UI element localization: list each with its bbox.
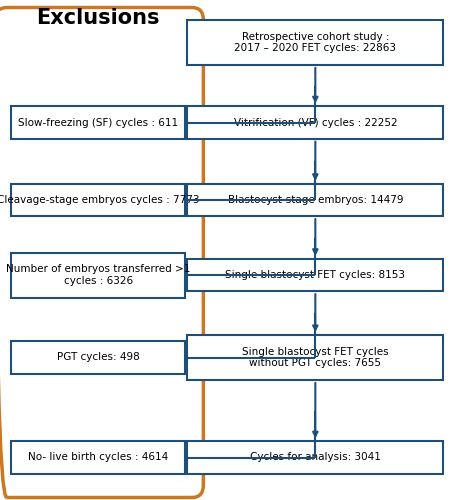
Text: No- live birth cycles : 4614: No- live birth cycles : 4614 (28, 452, 168, 462)
Text: PGT cycles: 498: PGT cycles: 498 (57, 352, 140, 362)
Text: Cycles for analysis: 3041: Cycles for analysis: 3041 (250, 452, 381, 462)
Bar (11, 441, 185, 474)
Text: Blastocyst-stage embryos: 14479: Blastocyst-stage embryos: 14479 (228, 195, 403, 205)
Text: Single blastocyst FET cycles
without PGT cycles: 7655: Single blastocyst FET cycles without PGT… (242, 346, 388, 368)
Bar (11, 252, 185, 298)
Text: Slow-freezing (SF) cycles : 611: Slow-freezing (SF) cycles : 611 (18, 118, 178, 128)
Bar (187, 259, 443, 291)
Text: Vitrification (VF) cycles : 22252: Vitrification (VF) cycles : 22252 (234, 118, 397, 128)
Text: Number of embryos transferred >1
cycles : 6326: Number of embryos transferred >1 cycles … (6, 264, 191, 286)
Text: Cleavage-stage embryos cycles : 7773: Cleavage-stage embryos cycles : 7773 (0, 195, 200, 205)
Text: Single blastocyst FET cycles: 8153: Single blastocyst FET cycles: 8153 (225, 270, 405, 280)
Bar (187, 106, 443, 138)
Text: Retrospective cohort study :
2017 – 2020 FET cycles: 22863: Retrospective cohort study : 2017 – 2020… (234, 32, 396, 54)
Bar (187, 335, 443, 380)
Bar (11, 106, 185, 138)
Bar (187, 184, 443, 216)
Bar (11, 184, 185, 216)
Text: Exclusions: Exclusions (37, 8, 160, 28)
Bar (187, 441, 443, 474)
Bar (11, 342, 185, 374)
Bar (187, 20, 443, 65)
